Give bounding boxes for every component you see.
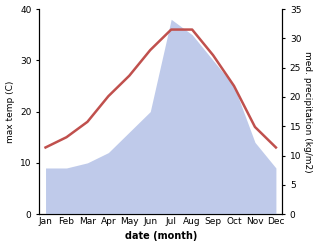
X-axis label: date (month): date (month) bbox=[125, 231, 197, 242]
Y-axis label: med. precipitation (kg/m2): med. precipitation (kg/m2) bbox=[303, 51, 313, 172]
Y-axis label: max temp (C): max temp (C) bbox=[5, 80, 15, 143]
